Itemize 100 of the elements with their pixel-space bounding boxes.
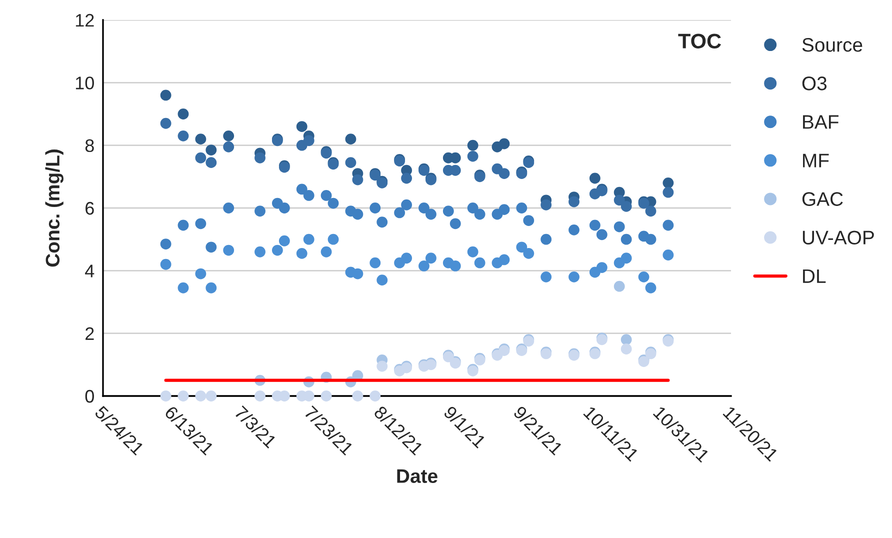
legend-label: BAF <box>803 115 838 129</box>
point <box>467 150 478 162</box>
point <box>394 207 406 218</box>
point <box>620 334 632 346</box>
point <box>474 208 486 220</box>
point <box>178 220 189 231</box>
point <box>254 152 266 164</box>
point <box>345 134 356 145</box>
point <box>160 118 172 129</box>
point <box>352 268 364 280</box>
point <box>540 271 552 282</box>
point <box>160 390 172 402</box>
point <box>160 90 172 101</box>
point <box>254 206 266 217</box>
point <box>223 244 234 256</box>
point <box>370 257 381 268</box>
point <box>620 234 632 245</box>
point <box>206 390 217 402</box>
point <box>401 172 412 184</box>
point <box>450 218 461 230</box>
point <box>370 202 381 214</box>
point <box>401 252 412 264</box>
point <box>540 234 552 245</box>
point <box>662 250 674 260</box>
point <box>195 218 206 230</box>
point <box>620 344 632 354</box>
y-tick-label: 8 <box>85 139 94 152</box>
y-tick-label: 2 <box>86 327 94 340</box>
point <box>195 152 206 164</box>
point <box>376 274 388 286</box>
legend-label: O3 <box>802 76 827 90</box>
y-tick-label: 10 <box>76 76 94 90</box>
legend-label: DL <box>803 269 826 283</box>
point <box>376 216 388 228</box>
point <box>645 234 656 245</box>
point <box>425 208 436 220</box>
point <box>568 271 580 282</box>
point <box>645 206 656 217</box>
point <box>614 194 625 206</box>
legend-label: MF <box>803 154 829 168</box>
point <box>320 390 332 402</box>
point <box>352 174 364 186</box>
point <box>328 198 339 209</box>
point <box>498 168 510 179</box>
point <box>568 196 580 208</box>
point <box>195 390 206 402</box>
y-tick-label: 12 <box>76 14 94 27</box>
point <box>662 220 674 231</box>
point <box>272 244 283 256</box>
point <box>223 202 234 214</box>
point <box>206 144 217 156</box>
point <box>596 262 608 273</box>
x-axis-title: Date <box>397 469 438 483</box>
point <box>206 242 217 253</box>
point <box>498 138 510 150</box>
point <box>296 121 308 132</box>
y-tick-label: 0 <box>85 390 94 403</box>
point <box>195 134 206 145</box>
legend-label: Source <box>802 38 862 52</box>
point <box>320 246 332 258</box>
point <box>662 177 674 188</box>
point <box>278 202 290 214</box>
point <box>498 254 510 266</box>
point <box>425 252 436 264</box>
point <box>303 234 314 245</box>
point <box>589 220 600 231</box>
legend-label: UV-AOP <box>802 230 874 244</box>
point <box>589 172 600 184</box>
point <box>614 280 625 292</box>
point <box>467 246 478 258</box>
legend-label: GAC <box>802 192 843 206</box>
point <box>467 202 478 214</box>
point <box>540 199 552 210</box>
y-tick-label: 6 <box>86 202 94 215</box>
point <box>523 215 534 226</box>
point <box>178 282 189 294</box>
point <box>376 360 388 372</box>
point <box>178 130 189 142</box>
point <box>303 190 314 201</box>
point <box>620 252 632 264</box>
point <box>568 224 580 236</box>
y-axis-title: Conc. (mg/L) <box>45 150 64 267</box>
point <box>467 140 478 151</box>
point <box>474 257 486 268</box>
point <box>223 141 234 152</box>
point <box>195 268 206 280</box>
y-tick-label: 4 <box>85 264 94 278</box>
point <box>206 282 217 294</box>
point <box>345 157 356 168</box>
point <box>296 248 308 259</box>
point <box>638 271 650 282</box>
point <box>620 200 632 212</box>
point <box>352 208 364 220</box>
point <box>516 242 528 253</box>
point <box>352 390 364 402</box>
point <box>370 390 381 402</box>
point <box>178 108 189 120</box>
point <box>296 184 308 195</box>
point <box>645 282 656 294</box>
point <box>320 190 332 201</box>
